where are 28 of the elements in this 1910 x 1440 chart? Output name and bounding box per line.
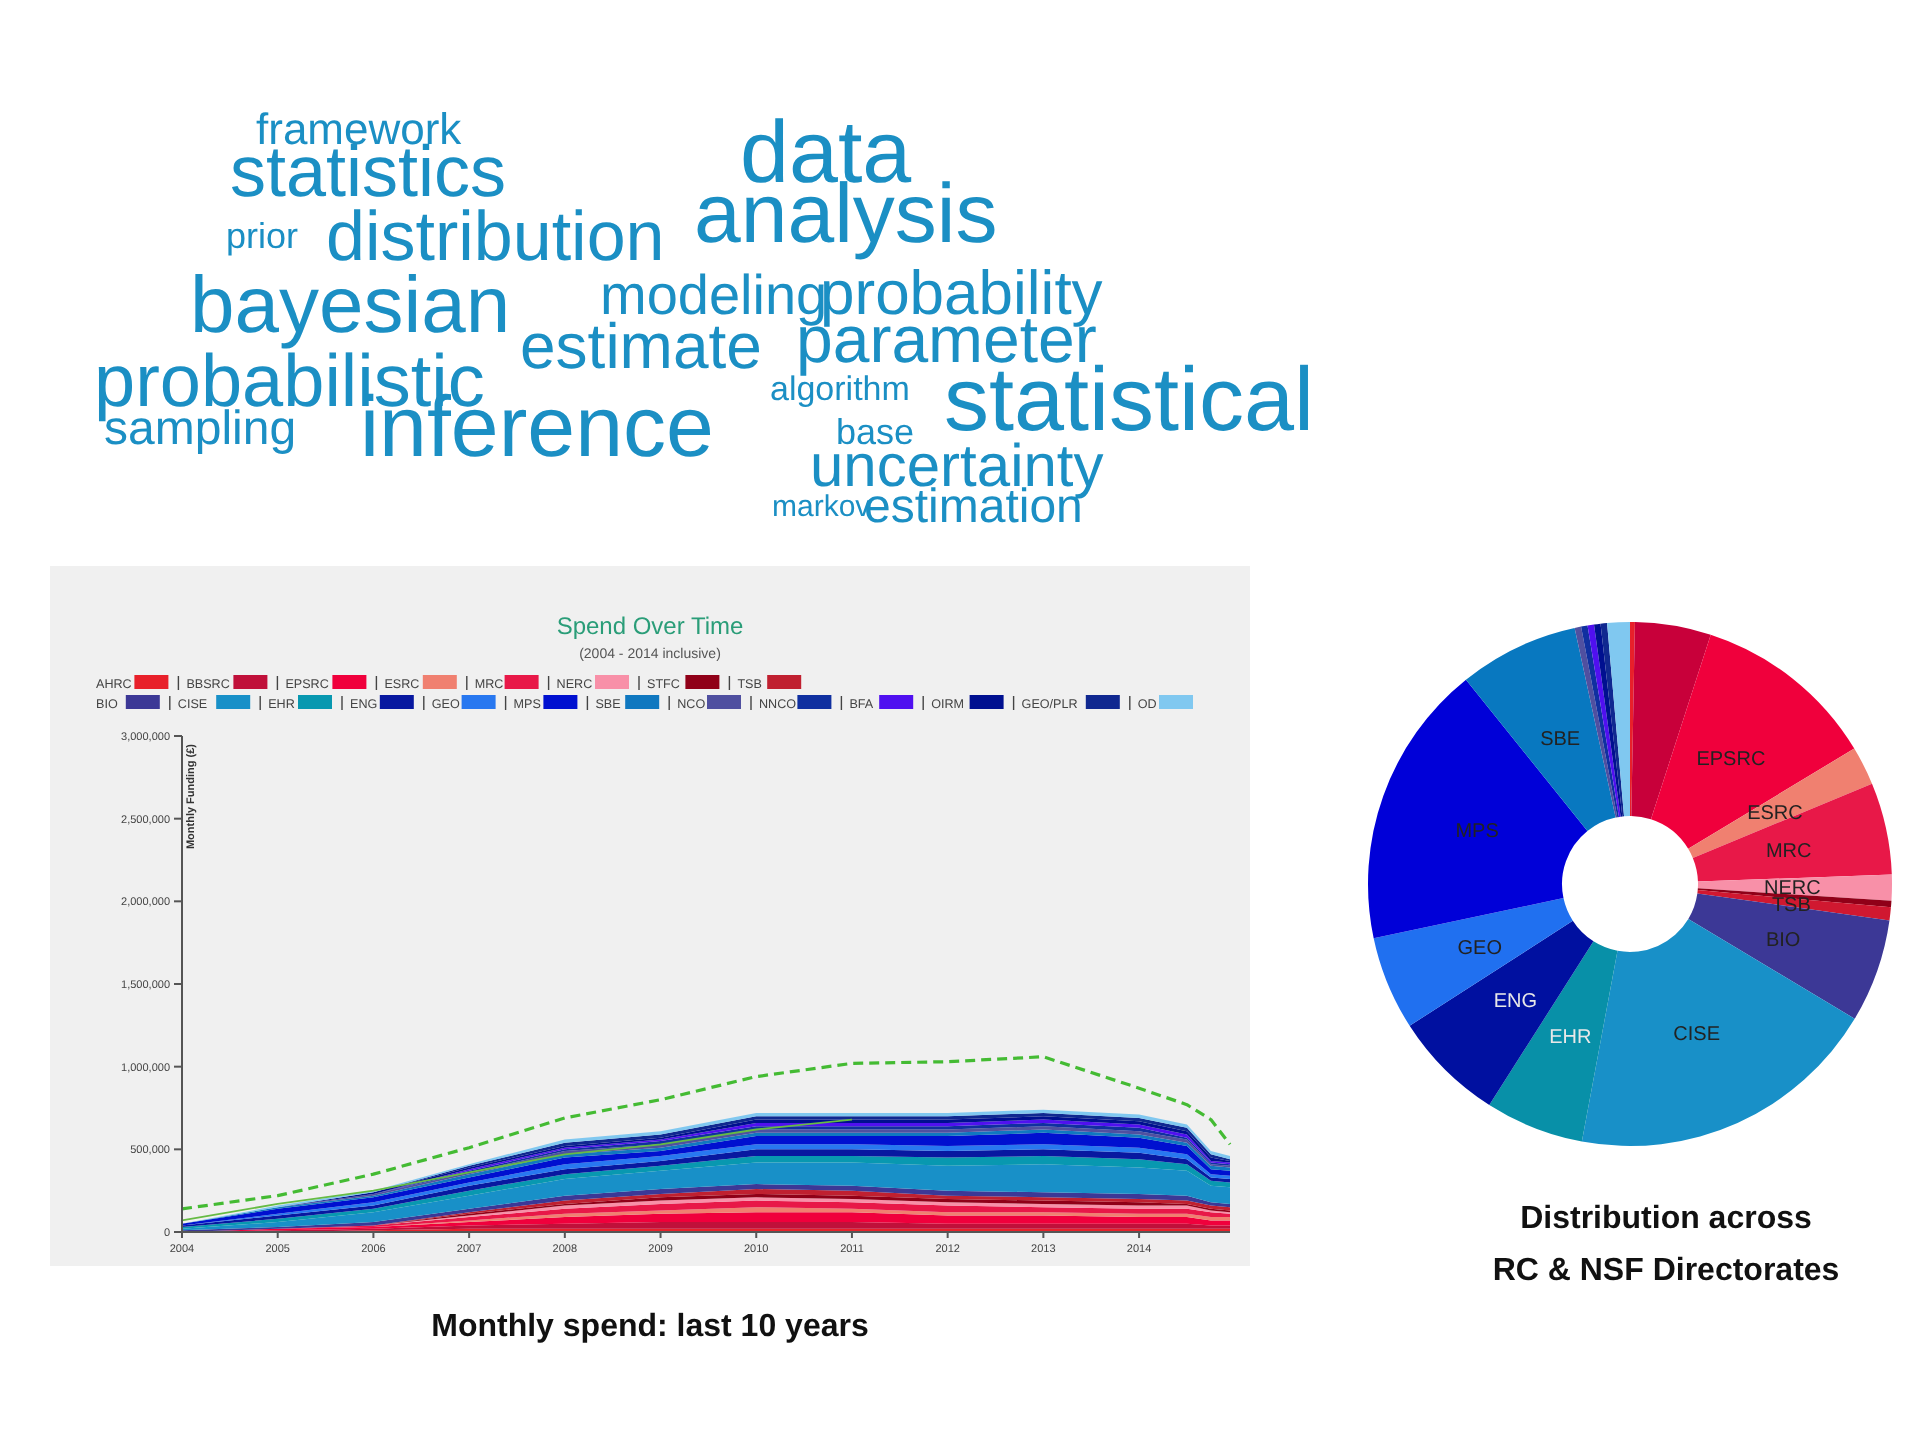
donut-slice [1688, 748, 1873, 858]
slice-label: SBE [1540, 729, 1581, 752]
donut-slice [1607, 622, 1630, 817]
donut-slice [1587, 624, 1621, 817]
donut-slice [1692, 783, 1892, 882]
donut-slice [1581, 625, 1619, 818]
donut-slice [1600, 623, 1625, 817]
slice-label: BIO [1765, 930, 1801, 953]
text: prior [226, 216, 299, 256]
chart-title: Spend Over Time [556, 612, 745, 640]
slice-label: MPS [1455, 821, 1500, 844]
slice-label: GEO [1457, 937, 1503, 960]
donut-slice [1594, 623, 1623, 817]
text: Distribution across RC & NSF Directorates [1492, 1202, 1840, 1288]
slice-label: EPSRC [1696, 748, 1766, 771]
donut-slice [1373, 898, 1573, 1026]
line-series [180, 1055, 1232, 1211]
slice-label: ENG [1493, 991, 1538, 1014]
donut-slice [1409, 920, 1594, 1106]
slice-label: MRC [1765, 841, 1812, 864]
line-series [181, 1118, 853, 1222]
donut-slice [1688, 893, 1890, 1019]
text: distribution [326, 198, 665, 276]
donut-slice [1368, 679, 1588, 939]
slice-label: EHR [1549, 1027, 1592, 1050]
text: Monthly spend: last 10 years [431, 1310, 869, 1344]
slice-label: CISE [1673, 1024, 1721, 1047]
slice-label: ESRC [1747, 802, 1803, 825]
